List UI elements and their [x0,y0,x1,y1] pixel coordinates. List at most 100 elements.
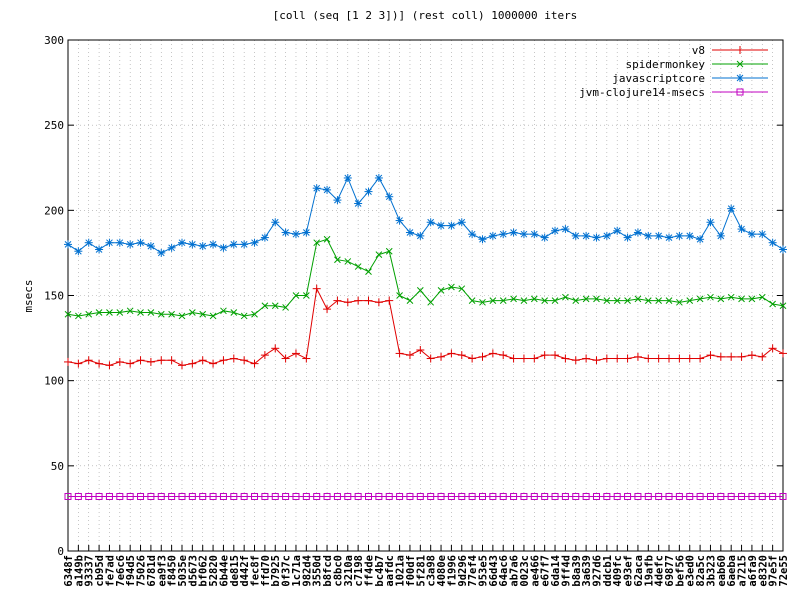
point [488,349,497,358]
point-stroke [427,218,435,226]
point [365,492,373,500]
point [779,492,787,500]
point-stroke [230,492,238,500]
point [582,492,590,500]
point [136,356,145,365]
point-stroke [572,492,580,500]
point-stroke [427,298,435,306]
point-stroke [706,492,714,500]
point [696,235,705,244]
point-stroke [479,298,486,306]
point-stroke [458,218,466,226]
point-stroke [406,492,414,500]
legend-marker-stroke [736,74,744,82]
point-stroke [655,492,663,500]
point-stroke [520,297,528,304]
x-tick-label: bf062 [198,555,210,587]
point-stroke [178,312,186,320]
point [499,230,508,239]
point-stroke [468,297,476,304]
point [126,359,135,368]
point-stroke [188,309,196,316]
point-stroke [468,492,476,500]
point [489,297,497,304]
x-tick-label: a149b [73,555,85,587]
point [209,312,217,320]
point [530,295,538,303]
point-stroke [665,234,673,241]
point-stroke [717,492,725,500]
point-stroke [416,287,424,294]
point-stroke [230,309,238,316]
point [354,199,363,208]
point-stroke [147,309,155,316]
point [64,357,72,366]
legend-marker [736,88,744,96]
point-stroke [468,230,476,238]
point-stroke [354,200,362,207]
x-tick-label: 97e5f [768,555,780,587]
point [168,492,176,500]
x-tick-label: ddcb1 [602,555,614,587]
point [312,284,321,293]
point [437,492,445,500]
point [427,492,435,500]
point [219,243,228,252]
y-tick-label: 250 [44,119,64,132]
point-stroke [499,297,507,304]
point [509,354,518,363]
legend-marker [736,60,744,68]
point [717,295,725,303]
point [302,354,311,363]
point [561,225,570,234]
point-stroke [126,241,134,248]
point-stroke [168,310,175,318]
point [230,492,238,500]
point [240,312,248,320]
point [655,297,663,304]
point-stroke [624,234,631,241]
point [747,351,756,360]
point-stroke [344,258,352,265]
point-stroke [448,222,455,230]
point-stroke [116,309,124,316]
point [313,239,321,247]
point [561,492,569,500]
point-stroke [95,246,103,253]
point-stroke [676,232,683,240]
point [85,310,93,318]
point [499,492,507,500]
point [686,492,694,500]
point [737,225,746,234]
x-tick-label: 62aca [633,555,645,587]
x-tick-label: f8450 [167,555,179,587]
point [479,298,486,306]
point [685,231,694,240]
point [727,352,736,361]
point-stroke [613,492,621,500]
x-tick-label: 4defc [654,555,666,587]
point [769,300,776,308]
x-tick-label: 0f37c [281,555,293,587]
x-tick-label: 3b323 [705,555,717,587]
point [396,492,404,500]
point [738,295,745,303]
point-stroke [209,492,217,500]
point [313,492,321,500]
point [292,292,300,299]
point [447,349,456,358]
point [696,295,704,303]
point [64,492,72,500]
point [510,492,518,500]
x-tick-label: c3a98 [426,555,438,587]
x-tick-label: ff4de [364,555,376,587]
point-stroke [282,304,289,311]
point-stroke [116,239,124,247]
point-stroke [188,492,196,500]
point-stroke [520,230,528,238]
x-tick-label: e93ef [623,555,635,587]
point-stroke [603,297,611,304]
x-tick-label: 6781d [146,555,158,587]
point-stroke [261,234,269,241]
point [675,231,684,240]
